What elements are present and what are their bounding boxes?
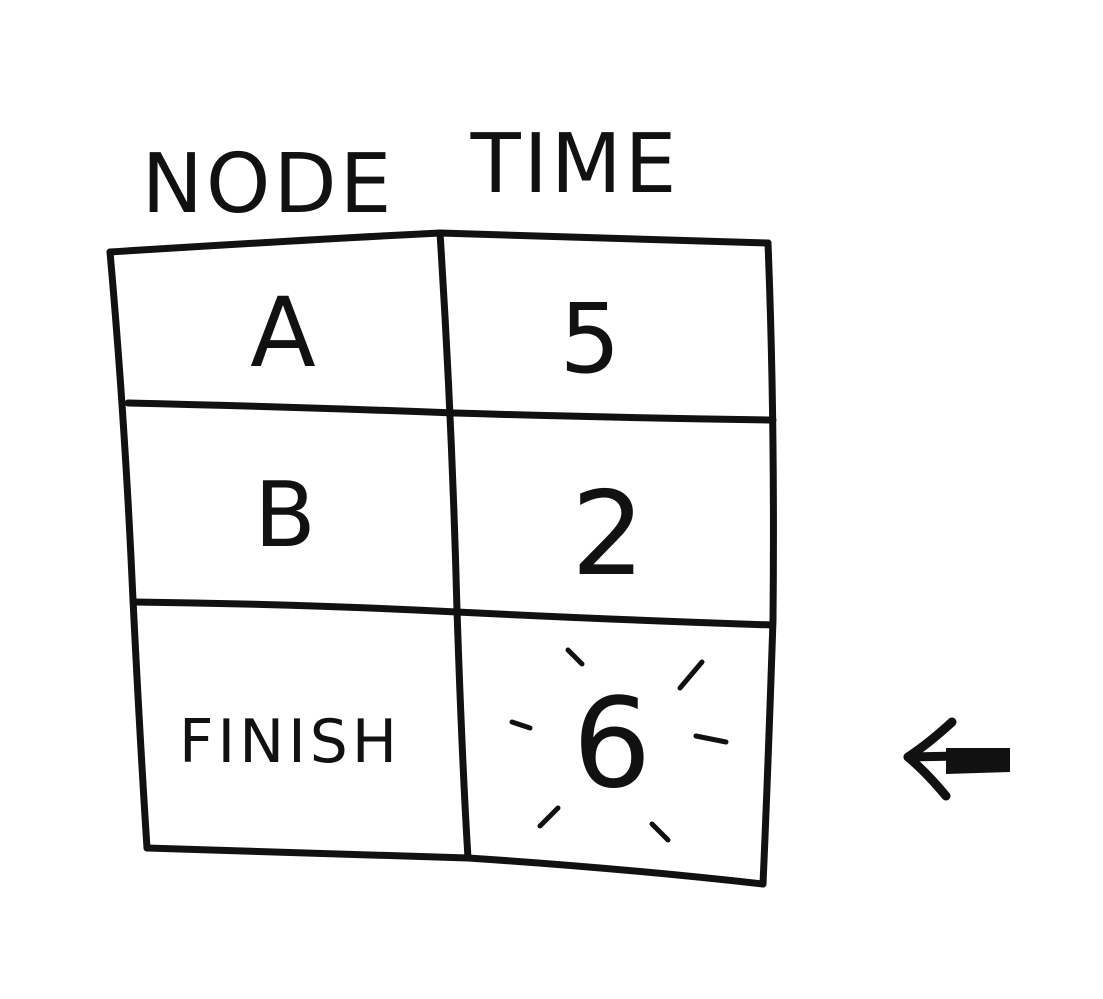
node-cell: B [254, 463, 316, 568]
table-divider-row-2 [130, 598, 776, 629]
table-border-right [759, 239, 777, 888]
time-cell: 2 [571, 467, 645, 602]
table-divider-vertical [436, 229, 472, 862]
time-cell: 6 [573, 672, 652, 816]
left-arrow-icon [903, 717, 1010, 801]
header-time: TIME [470, 117, 680, 212]
sparkle-burst-icon [509, 647, 729, 843]
node-cell: FINISH [179, 707, 401, 777]
table-border-left [106, 248, 151, 852]
table-divider-row-1 [124, 399, 777, 424]
table-row: A 5 [250, 277, 620, 395]
node-cell: A [250, 277, 316, 389]
table-row: B 2 [254, 463, 645, 602]
table-border-bottom [143, 844, 767, 888]
header-node: NODE [142, 137, 395, 232]
table-grid [106, 229, 777, 888]
table-row: FINISH 6 [179, 647, 729, 843]
time-cell: 5 [559, 283, 620, 395]
